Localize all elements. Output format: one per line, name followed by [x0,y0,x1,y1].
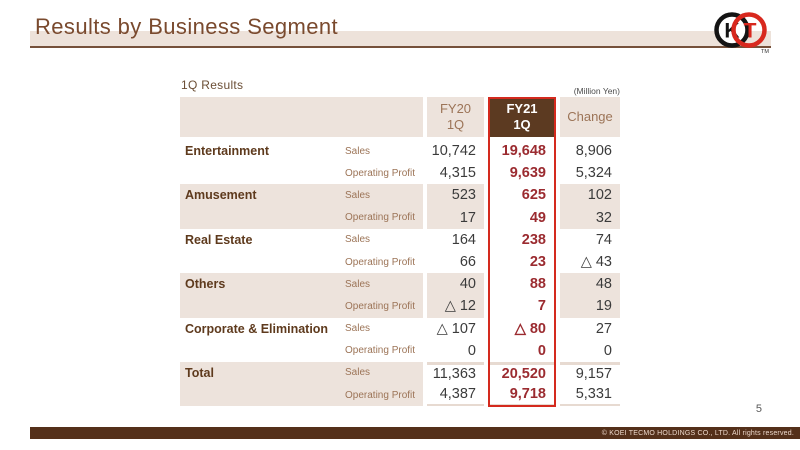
cell-change: 9,157 [560,361,620,385]
cell-fy20: 0 [467,342,476,359]
koei-tecmo-logo: K T TM [712,8,770,56]
cell-fy21: 238 [521,231,546,248]
cell-change: 8,906 [575,143,612,160]
column-header-fy20: FY20 1Q [427,97,484,137]
row-label: Sales [345,273,423,296]
cell-change: △ 43 [580,254,612,271]
cell-fy20: 66 [459,254,476,271]
row-label: Operating Profit [345,345,416,357]
svg-text:T: T [744,20,757,43]
results-table-grid: FY20 1Q FY21 1Q Change Entertainment Sale… [180,97,620,407]
title-band [30,31,771,46]
cell-fy20: 17 [427,206,484,229]
kt-logo-icon: K T TM [714,12,769,55]
segment-name: Real Estate [185,232,253,247]
cell-change: 27 [595,320,612,337]
cell-fy20: 164 [451,231,476,248]
page-title: Results by Business Segment [35,14,339,39]
svg-text:TM: TM [761,49,769,55]
cell-fy21: 7 [537,298,546,315]
cell-fy21: 20,520 [490,361,554,385]
cell-fy20: 11,363 [427,361,484,385]
segment-name: Amusement [180,184,345,229]
cell-fy20: 4,387 [427,384,484,407]
cell-fy21: 625 [521,187,546,204]
column-header-change: Change [560,97,620,137]
column-header-fy21: FY21 1Q [490,97,554,137]
cell-change: 102 [560,184,620,207]
segment-name: Entertainment [185,144,270,158]
table-caption: 1Q Results [181,78,244,92]
unit-label: (Million Yen) [573,86,620,96]
table-corner-cell [180,97,423,137]
segment-name: Corporate & Elimination [185,321,329,336]
row-label: Sales [345,361,423,385]
cell-fy20: 10,742 [431,143,476,160]
cell-change: 48 [560,273,620,296]
row-label: Sales [345,145,371,157]
row-label: Sales [345,323,371,335]
row-label: Operating Profit [345,206,423,229]
cell-fy21: 19,648 [501,143,546,160]
row-label: Sales [345,234,371,246]
cell-fy21: 9,718 [490,384,554,407]
row-label: Operating Profit [345,256,416,268]
cell-change: 5,331 [560,384,620,407]
cell-change: 0 [603,342,612,359]
cell-fy20: 523 [427,184,484,207]
page-number: 5 [755,403,762,415]
results-table: FY20 1Q FY21 1Q Change Entertainment Sale… [180,97,620,407]
row-label: Sales [345,184,423,207]
cell-fy20: △ 107 [436,320,476,337]
cell-fy21: 0 [537,342,546,359]
cell-fy20: 4,315 [439,165,476,182]
segment-name: Others [180,273,345,318]
cell-fy21: △ 80 [514,320,546,337]
cell-fy20: △ 12 [427,295,484,318]
row-label: Operating Profit [345,295,423,318]
cell-fy21: 49 [529,209,546,226]
cell-change: 74 [595,231,612,248]
cell-fy21: 88 [529,276,546,293]
title-underline [30,46,771,48]
row-label: Operating Profit [345,384,423,407]
cell-fy21: 9,639 [509,165,546,182]
cell-fy21: 23 [529,254,546,271]
copyright-text: © KOEI TECMO HOLDINGS CO., LTD. All righ… [601,429,794,437]
cell-change: 19 [560,295,620,318]
footer-bar: © KOEI TECMO HOLDINGS CO., LTD. All righ… [30,427,800,439]
segment-name: Total [180,361,345,407]
cell-change: 5,324 [575,165,612,182]
row-label: Operating Profit [345,167,416,179]
cell-fy20: 40 [427,273,484,296]
cell-change: 32 [560,206,620,229]
